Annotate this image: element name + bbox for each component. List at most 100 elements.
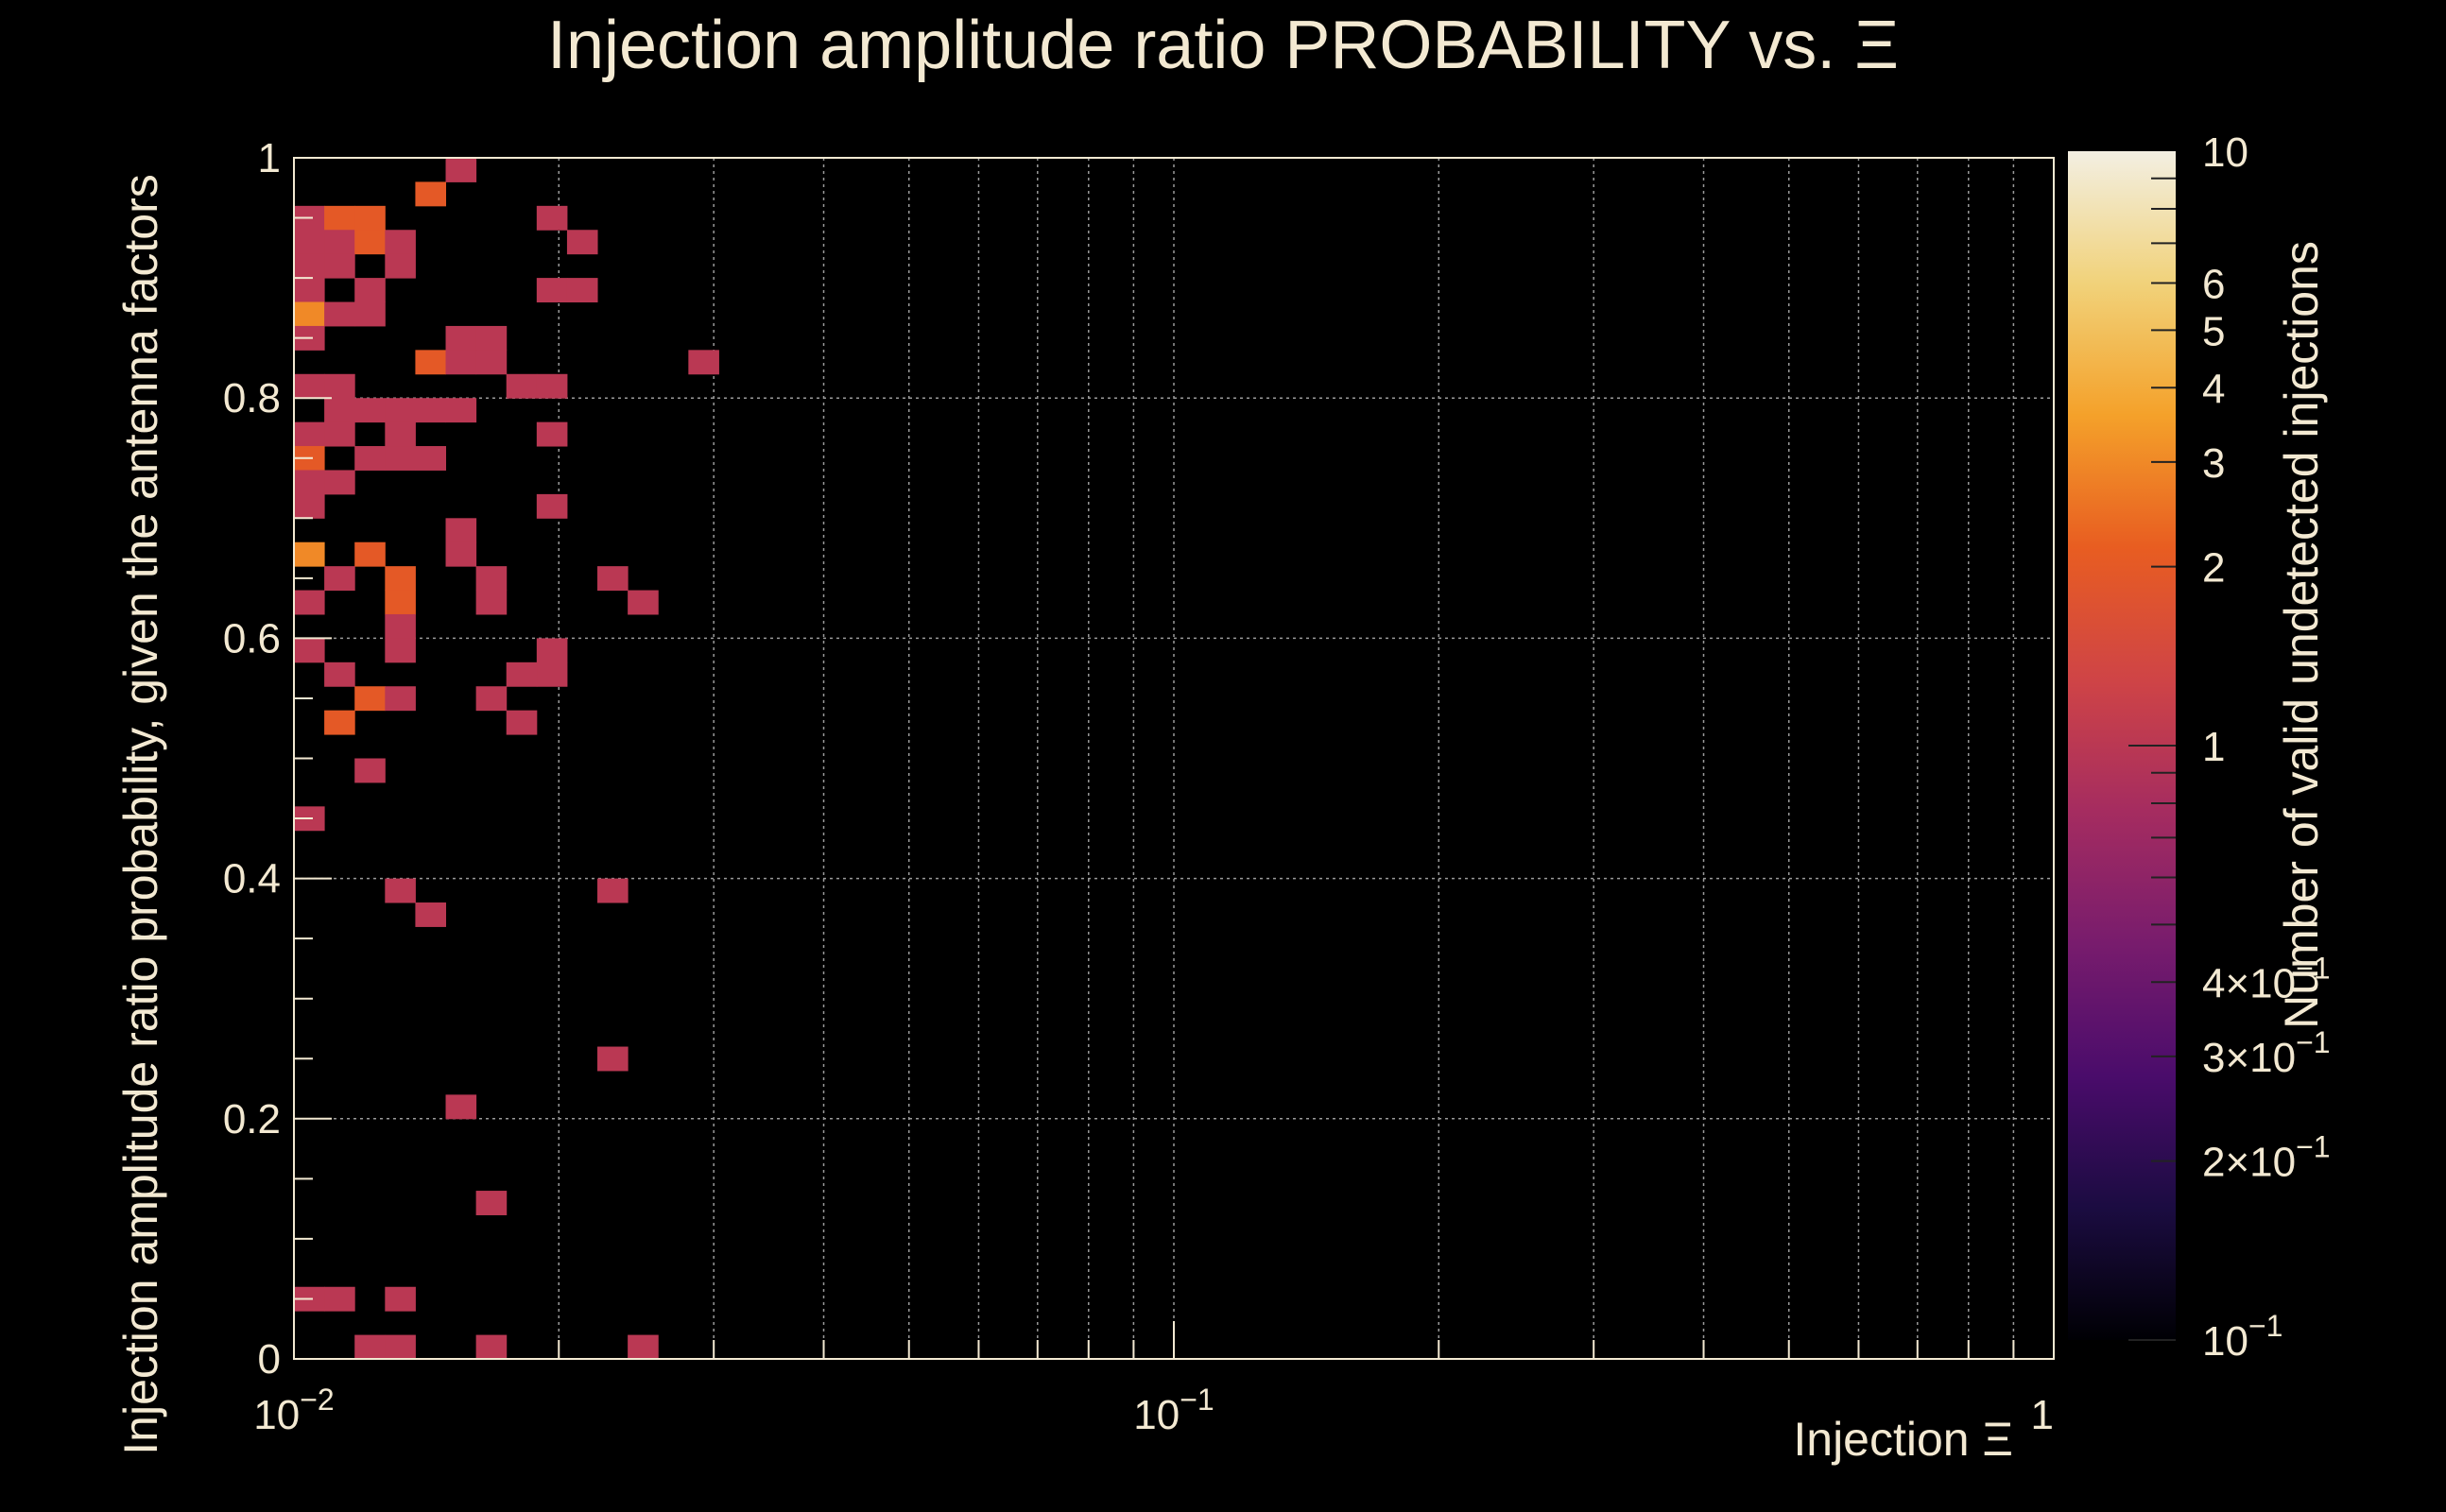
x-axis-title: Injection Ξ (1793, 1413, 2013, 1466)
colorbar-title: Number of valid undetected injections (2275, 241, 2328, 1029)
colorbar-tick-mantissa: 2 (2202, 545, 2225, 592)
heatmap-bin (415, 398, 447, 423)
colorbar-tick-exponent: −1 (2296, 1025, 2330, 1059)
heatmap-bin (445, 398, 477, 423)
heatmap-bin (536, 662, 568, 687)
colorbar-tick-exponent: −1 (2248, 1309, 2282, 1343)
heatmap-bin (415, 350, 447, 375)
colorbar-tick-mantissa: 10 (2202, 1318, 2248, 1365)
x-tick-base: 1 (2031, 1392, 2054, 1438)
heatmap-bin (294, 253, 325, 279)
heatmap-bin (415, 181, 447, 207)
heatmap-bin (324, 398, 355, 423)
colorbar-tick-mantissa: 2×10 (2202, 1140, 2296, 1186)
heatmap-bin (354, 541, 386, 567)
heatmap-bin (445, 350, 477, 375)
colorbar-tick-label: 10−1 (2202, 1309, 2282, 1365)
x-tick-exponent: −2 (300, 1383, 334, 1417)
heatmap-bin (475, 686, 508, 712)
heatmap-bin (354, 398, 386, 423)
heatmap-bin (475, 350, 508, 375)
heatmap-bin (536, 638, 568, 663)
heatmap-bin (536, 278, 568, 303)
x-tick-labels: 10 −2 10−1 1 (253, 1383, 2054, 1438)
heatmap-bin (566, 230, 598, 255)
heatmap-bin (536, 493, 568, 519)
heatmap-bin (324, 662, 355, 687)
heatmap-bin (445, 325, 477, 351)
colorbar-tick-label: 3 (2202, 440, 2225, 487)
x-tick-label: 1 (2031, 1392, 2054, 1438)
heatmap-bin (506, 710, 538, 735)
colorbar-tick-label: 1 (2202, 724, 2225, 770)
colorbar-tick-mantissa: 4 (2202, 366, 2225, 412)
heatmap-bin (324, 230, 355, 255)
heatmap-bin (566, 278, 598, 303)
heatmap-bin (294, 638, 325, 663)
heatmap-bin (324, 373, 355, 399)
x-tick-base: 10 (1133, 1392, 1180, 1438)
heatmap-bin (294, 421, 325, 447)
heatmap-bin (354, 1334, 386, 1360)
heatmap-bin (385, 686, 416, 712)
colorbar-tick-label: 3×10−1 (2202, 1025, 2331, 1081)
heatmap-bin (385, 253, 416, 279)
colorbar-tick-mantissa: 4×10 (2202, 960, 2296, 1006)
heatmap-bin (385, 638, 416, 663)
heatmap-bin (506, 373, 538, 399)
heatmap-bin (385, 1334, 416, 1360)
heatmap-bin (475, 325, 508, 351)
heatmap-bin (354, 230, 386, 255)
colorbar-tick-label: 2×10−1 (2202, 1130, 2331, 1186)
heatmap-bin (445, 1094, 477, 1120)
heatmap-bin (385, 1286, 416, 1312)
heatmap-bin (597, 566, 629, 592)
heatmap-bin (324, 301, 355, 327)
heatmap-bin (385, 613, 416, 639)
y-tick-label: 0.8 (223, 375, 281, 421)
heatmap-bin (385, 230, 416, 255)
heatmap-bin (536, 373, 568, 399)
heatmap-bin (294, 373, 325, 399)
heatmap-bin (385, 878, 416, 903)
heatmap-bin (294, 541, 325, 567)
heatmap-bin (506, 662, 538, 687)
plot-frame (293, 157, 2055, 1360)
heatmap-bin (294, 301, 325, 327)
x-tick-exponent: −1 (1180, 1383, 1214, 1417)
y-tick-label: 0.6 (223, 615, 281, 662)
colorbar-tick-label: 10 (2202, 129, 2248, 176)
heatmap-bin (628, 1334, 659, 1360)
y-tick-label: 0.2 (223, 1096, 281, 1143)
heatmap-bin (324, 710, 355, 735)
heatmap-bin (385, 566, 416, 592)
colorbar-tick-mantissa: 3 (2202, 440, 2225, 487)
y-tick-label: 0.4 (223, 856, 281, 902)
heatmap-bin (385, 398, 416, 423)
heatmap-bin (324, 566, 355, 592)
colorbar-tick-label: 4×10−1 (2202, 951, 2331, 1006)
heatmap-bin (294, 278, 325, 303)
heatmap-bin (536, 205, 568, 231)
heatmap-bin (354, 301, 386, 327)
heatmap-bin (324, 253, 355, 279)
heatmap-bin (475, 1191, 508, 1215)
y-tick-labels: 0 0.2 0.4 0.6 0.8 1 (223, 135, 281, 1383)
heatmap-bin (354, 686, 386, 712)
x-tick-label: 10−1 (1133, 1383, 1214, 1438)
colorbar-tick-mantissa: 3×10 (2202, 1035, 2296, 1081)
heatmap-bin (445, 541, 477, 567)
colorbar-tick-exponent: −1 (2296, 951, 2330, 985)
y-tick-label: 0 (258, 1336, 281, 1383)
heatmap-bin (385, 421, 416, 447)
colorbar-tick-mantissa: 5 (2202, 308, 2225, 354)
colorbar-tick-mantissa: 10 (2202, 129, 2248, 176)
heatmap-bin (385, 590, 416, 615)
colorbar-tick-mantissa: 6 (2202, 262, 2225, 308)
colorbar-tick-label: 5 (2202, 308, 2225, 354)
heatmap-bin (324, 470, 355, 495)
heatmap-bin (385, 446, 416, 471)
heatmap-bin (415, 902, 447, 927)
heatmap-bin (628, 590, 659, 615)
heatmap-bin (294, 230, 325, 255)
